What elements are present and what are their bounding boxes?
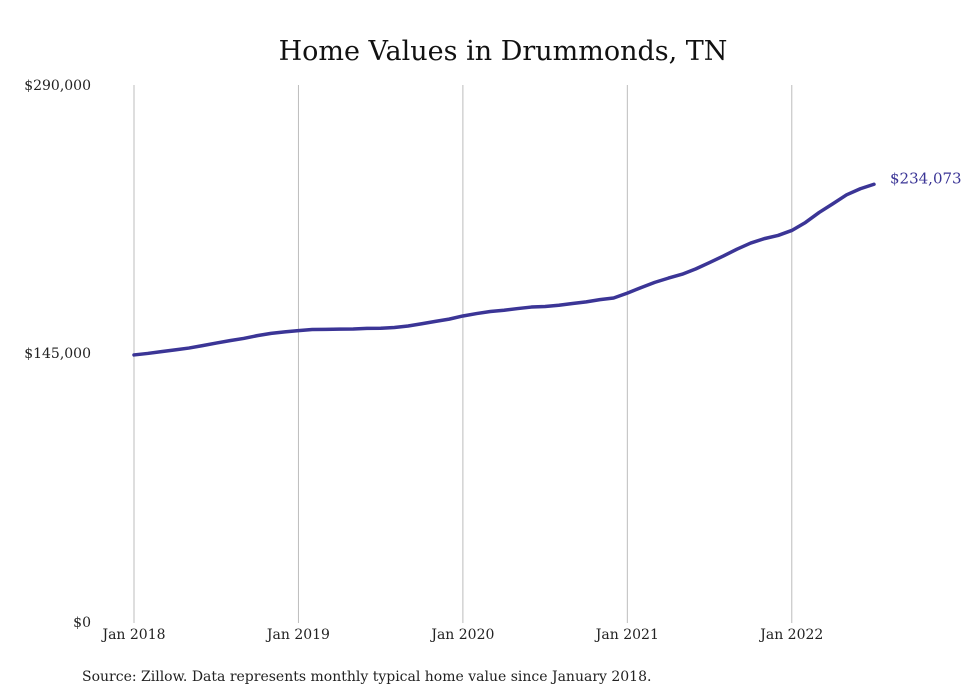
x-tick-label-jan-2020: Jan 2020 xyxy=(429,627,494,643)
x-tick-label-jan-2019: Jan 2019 xyxy=(265,627,330,643)
x-tick-label-jan-2021: Jan 2021 xyxy=(594,627,659,643)
x-tick-label-jan-2018: Jan 2018 xyxy=(100,627,165,643)
end-value-label: $234,073 xyxy=(890,169,962,187)
y-tick-label-145000: $145,000 xyxy=(24,346,91,362)
chart-title: Home Values in Drummonds, TN xyxy=(279,36,728,67)
x-tick-labels: Jan 2018 Jan 2019 Jan 2020 Jan 2021 Jan … xyxy=(100,627,823,643)
x-tick-label-jan-2022: Jan 2022 xyxy=(758,627,823,643)
grid-lines xyxy=(133,85,793,623)
source-note: Source: Zillow. Data represents monthly … xyxy=(82,669,651,685)
series-line-home-value xyxy=(132,182,876,357)
y-tick-label-290000: $290,000 xyxy=(24,78,91,94)
y-tick-label-0: $0 xyxy=(73,615,91,631)
